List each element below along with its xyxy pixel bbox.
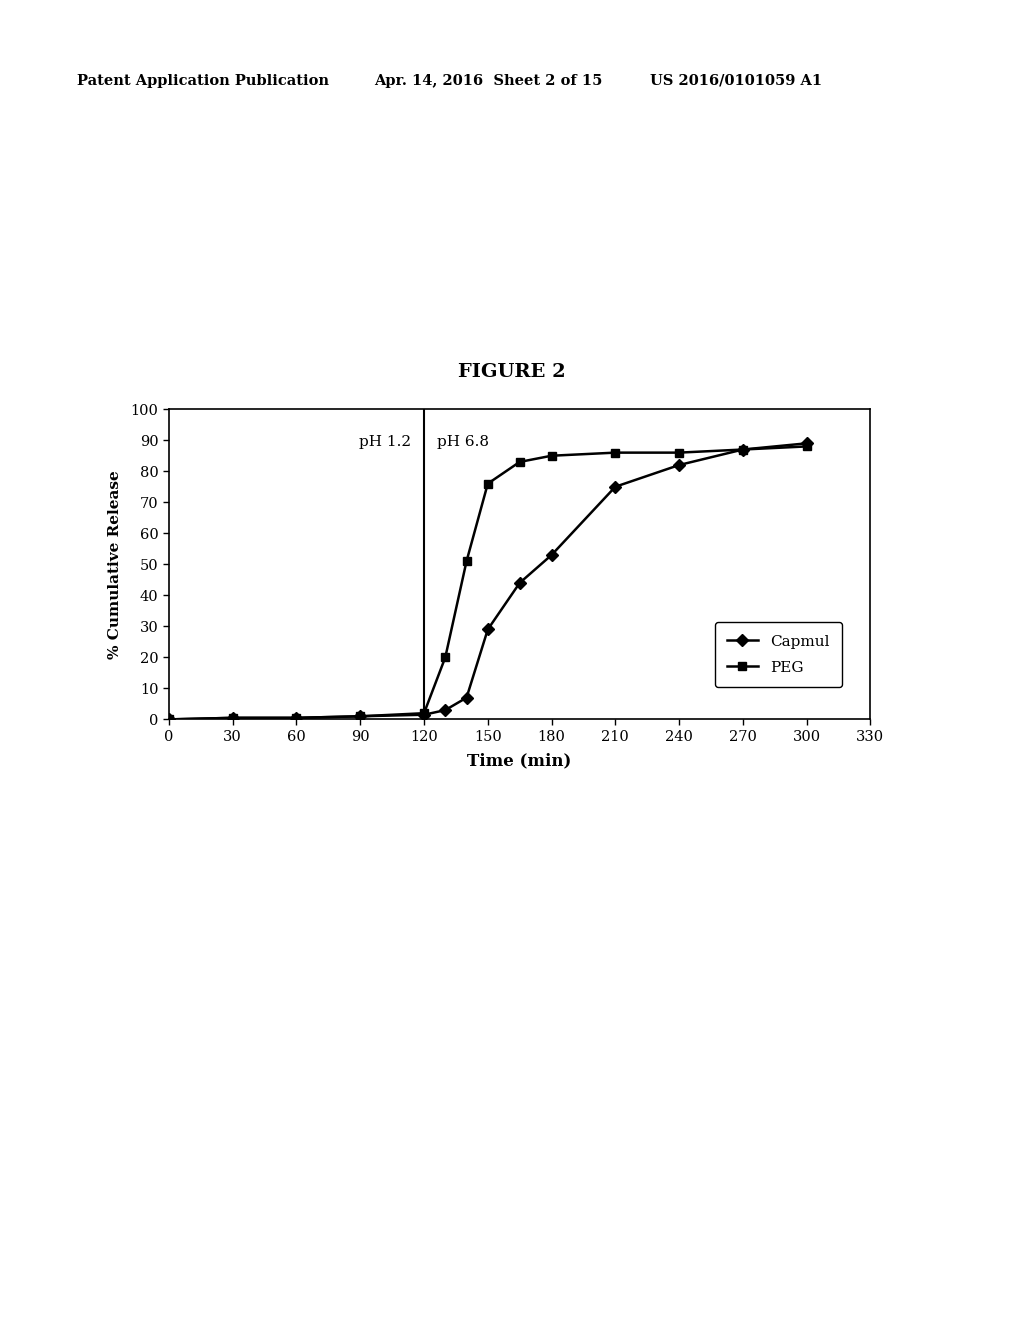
Text: Patent Application Publication: Patent Application Publication (77, 74, 329, 88)
Text: US 2016/0101059 A1: US 2016/0101059 A1 (650, 74, 822, 88)
Capmul (354, 709, 367, 725)
Capmul (673, 457, 685, 473)
PEG (609, 445, 622, 461)
Capmul (461, 690, 473, 706)
PEG (163, 711, 175, 727)
Capmul (418, 706, 430, 722)
Legend: Capmul, PEG: Capmul, PEG (715, 622, 842, 686)
PEG (461, 553, 473, 569)
Text: pH 6.8: pH 6.8 (437, 436, 488, 449)
PEG (481, 475, 494, 491)
Capmul (546, 546, 558, 562)
Capmul (226, 710, 239, 726)
Text: pH 1.2: pH 1.2 (359, 436, 412, 449)
Text: Apr. 14, 2016  Sheet 2 of 15: Apr. 14, 2016 Sheet 2 of 15 (374, 74, 602, 88)
PEG (801, 438, 813, 454)
PEG (673, 445, 685, 461)
Y-axis label: % Cumulative Release: % Cumulative Release (109, 470, 122, 659)
Capmul (514, 576, 526, 591)
Capmul (163, 711, 175, 727)
Capmul (609, 479, 622, 495)
Capmul (801, 436, 813, 451)
PEG (439, 649, 452, 665)
X-axis label: Time (min): Time (min) (468, 752, 571, 770)
Capmul (481, 622, 494, 638)
PEG (354, 709, 367, 725)
PEG (546, 447, 558, 463)
Capmul (291, 710, 303, 726)
PEG (418, 705, 430, 721)
PEG (736, 442, 749, 458)
PEG (514, 454, 526, 470)
Capmul (736, 442, 749, 458)
Capmul (439, 702, 452, 718)
Text: FIGURE 2: FIGURE 2 (458, 363, 566, 381)
PEG (291, 710, 303, 726)
Line: PEG: PEG (165, 442, 811, 723)
PEG (226, 710, 239, 726)
Line: Capmul: Capmul (165, 440, 811, 723)
